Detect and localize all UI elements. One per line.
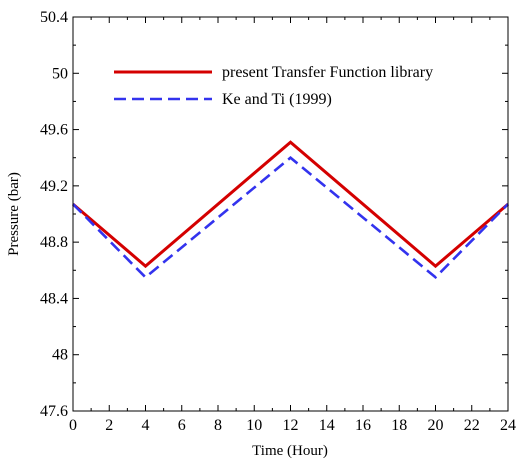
- x-tick-label: 18: [391, 417, 407, 434]
- x-tick-label: 24: [500, 417, 516, 434]
- series-layer: [72, 140, 509, 280]
- x-tick-label: 8: [214, 417, 222, 434]
- y-tick-label: 48.4: [40, 290, 68, 307]
- x-axis-title: Time (Hour): [252, 443, 328, 459]
- y-tick-label: 47.6: [40, 403, 68, 420]
- x-tick-label: 6: [178, 417, 186, 434]
- legend-label-2: Ke and Ti (1999): [222, 91, 332, 108]
- x-tick-label: 16: [355, 417, 371, 434]
- x-tick-label: 4: [142, 417, 150, 434]
- x-tick-label: 10: [246, 417, 262, 434]
- y-tick-label: 49.2: [40, 178, 68, 195]
- legend-label-1: present Transfer Function library: [222, 64, 433, 81]
- y-tick-label: 50: [52, 65, 68, 82]
- y-tick-label: 48.8: [40, 234, 68, 251]
- x-tick-label: 14: [319, 417, 335, 434]
- series-line-2: [72, 156, 509, 280]
- x-tick-label: 0: [69, 417, 77, 434]
- x-tick-label: 12: [283, 417, 299, 434]
- y-tick-label: 48: [52, 347, 68, 364]
- y-axis-title: Pressure (bar): [6, 172, 22, 256]
- x-tick-label: 22: [464, 417, 480, 434]
- ticks-layer: 0 2 4 6 8 10 12 14 16 18 20 22 2447.64848.448.849.24…: [40, 9, 516, 434]
- series-line-1: [72, 140, 509, 269]
- y-tick-label: 50.4: [40, 9, 68, 26]
- x-tick-label: 20: [428, 417, 444, 434]
- y-tick-label: 49.6: [40, 122, 68, 139]
- x-tick-label: 2: [105, 417, 113, 434]
- legend: present Transfer Function library Ke and …: [114, 64, 433, 108]
